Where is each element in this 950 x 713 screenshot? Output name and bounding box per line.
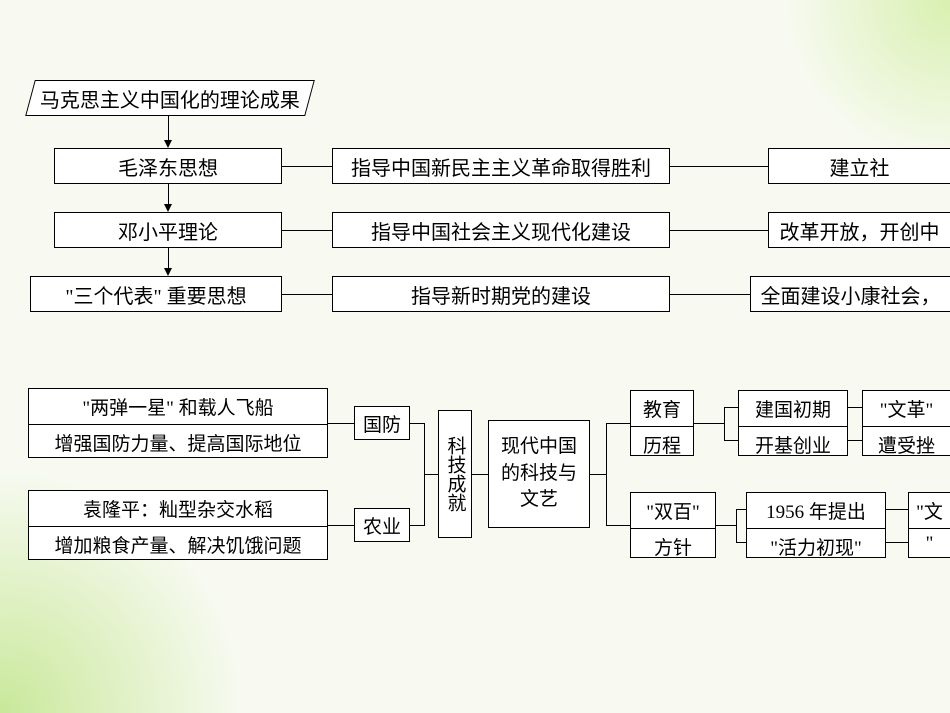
root-node: 马克思主义中国化的理论成果 <box>25 80 315 116</box>
rc22a: "文 <box>916 497 943 524</box>
theory-3-label: "三个代表" 重要思想 <box>65 280 246 309</box>
conn <box>606 423 607 526</box>
result-1: 建立社 <box>768 148 950 184</box>
guide-3-label: 指导新时期党的建设 <box>411 280 591 309</box>
conn <box>410 525 424 526</box>
conn <box>736 509 746 510</box>
guide-2-label: 指导中国社会主义现代化建设 <box>371 216 631 245</box>
theory-2: 邓小平理论 <box>54 212 282 248</box>
conn <box>590 474 606 475</box>
pillar-tech: 科技成就 <box>438 410 472 538</box>
right-head-2: "双百" 方针 <box>630 492 716 558</box>
arrow-icon <box>164 140 172 148</box>
tag-agri-label: 农业 <box>363 512 401 539</box>
rc21b: "活力初现" <box>770 533 862 560</box>
leftblock-1-line2: 增强国防力量、提高国际地位 <box>54 429 301 456</box>
rc21a: 1956 年提出 <box>766 497 866 524</box>
diagram-canvas: 马克思主义中国化的理论成果 毛泽东思想 指导中国新民主主义革命取得胜利 建立社 … <box>0 0 950 713</box>
result-2-label: 改革开放，开创中 <box>780 216 940 245</box>
right-c1-2: 1956 年提出 "活力初现" <box>746 492 886 558</box>
rc12b: 遭受挫 <box>878 431 935 458</box>
conn <box>694 423 724 424</box>
conn <box>848 407 862 408</box>
leftblock-2-line2: 增加粮食产量、解决饥饿问题 <box>54 531 301 558</box>
tag-agri: 农业 <box>354 508 410 542</box>
conn <box>606 423 630 424</box>
right-c2-2: "文 " <box>908 492 950 558</box>
center-node: 现代中国的科技与文艺 <box>488 420 590 528</box>
pillar-label: 科技成就 <box>442 436 469 512</box>
center-label: 现代中国的科技与文艺 <box>497 434 581 514</box>
right-c1-1: 建国初期 开基创业 <box>738 390 848 456</box>
guide-1: 指导中国新民主主义革命取得胜利 <box>332 148 670 184</box>
conn <box>736 542 746 543</box>
rh1a: 教育 <box>643 395 681 422</box>
rc11b: 开基创业 <box>755 431 831 458</box>
arrow-icon <box>164 268 172 276</box>
conn <box>736 509 737 542</box>
rh2b: 方针 <box>654 533 692 560</box>
arrow-icon <box>164 204 172 212</box>
conn <box>410 423 424 424</box>
conn <box>472 474 488 475</box>
rh1b: 历程 <box>643 431 681 458</box>
rc12a: "文革" <box>880 395 934 422</box>
conn <box>282 166 332 167</box>
rh2a: "双百" <box>646 497 700 524</box>
conn <box>606 525 630 526</box>
leftblock-2-line1: 袁隆平：籼型杂交水稻 <box>83 495 273 522</box>
conn <box>328 423 354 424</box>
root-label: 马克思主义中国化的理论成果 <box>40 84 300 113</box>
leftblock-1: "两弹一星" 和载人飞船 增强国防力量、提高国际地位 <box>28 388 328 458</box>
result-3-label: 全面建设小康社会， <box>761 280 941 309</box>
right-c2-1: "文革" 遭受挫 <box>862 390 950 456</box>
conn <box>424 474 438 475</box>
conn <box>670 294 750 295</box>
theory-2-label: 邓小平理论 <box>118 216 218 245</box>
guide-3: 指导新时期党的建设 <box>332 276 670 312</box>
guide-2: 指导中国社会主义现代化建设 <box>332 212 670 248</box>
conn <box>670 230 768 231</box>
conn <box>886 542 908 543</box>
rc22b: " <box>926 533 934 555</box>
conn <box>848 440 862 441</box>
result-2: 改革开放，开创中 <box>768 212 950 248</box>
theory-1: 毛泽东思想 <box>54 148 282 184</box>
result-3: 全面建设小康社会， <box>750 276 950 312</box>
guide-1-label: 指导中国新民主主义革命取得胜利 <box>351 152 651 181</box>
conn <box>886 509 908 510</box>
leftblock-1-line1: "两弹一星" 和载人飞船 <box>82 393 273 420</box>
tag-defense-label: 国防 <box>363 410 401 437</box>
conn <box>724 407 738 408</box>
theory-3: "三个代表" 重要思想 <box>30 276 282 312</box>
theory-1-label: 毛泽东思想 <box>118 152 218 181</box>
conn <box>670 166 768 167</box>
right-head-1: 教育 历程 <box>630 390 694 456</box>
result-1-label: 建立社 <box>830 152 890 181</box>
conn <box>282 294 332 295</box>
tag-defense: 国防 <box>354 406 410 440</box>
conn <box>282 230 332 231</box>
rc11a: 建国初期 <box>755 395 831 422</box>
conn <box>724 440 738 441</box>
leftblock-2: 袁隆平：籼型杂交水稻 增加粮食产量、解决饥饿问题 <box>28 490 328 560</box>
conn <box>716 525 736 526</box>
conn <box>328 525 354 526</box>
conn <box>724 407 725 440</box>
